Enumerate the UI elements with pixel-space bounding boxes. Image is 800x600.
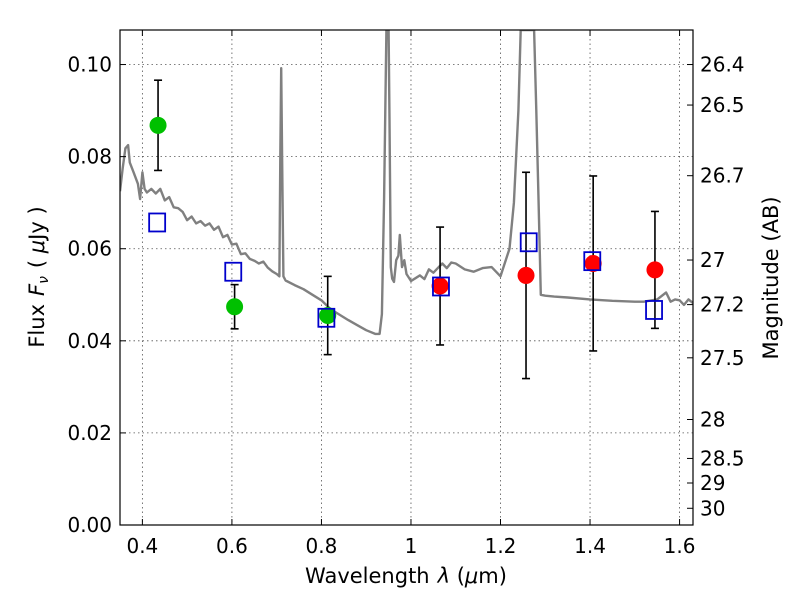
y2-tick-label: 26.4	[700, 53, 745, 77]
model-photometry-square	[645, 300, 663, 320]
observed-photometry-point	[226, 298, 244, 316]
model-photometry-square	[148, 212, 167, 233]
x-axis-unit-open: (	[450, 564, 465, 588]
y2-tick-label: 26.5	[700, 93, 745, 117]
observed-photometry-point	[319, 306, 337, 324]
x-axis-unit-close: m)	[478, 564, 507, 588]
tick-layer: 0.4 0.6 0.8 1 1.2 1.4 1.6 0.00 0.02 0.04 0.06 0.08 0…	[67, 30, 745, 558]
x-tick-label: 1.2	[485, 534, 517, 558]
y-tick-label: 0.10	[67, 53, 112, 77]
y-axis-symbol: F	[25, 283, 49, 296]
model-photometry-square	[519, 232, 538, 253]
y2-tick-label: 28	[700, 408, 725, 432]
y-tick-label: 0.06	[67, 237, 112, 261]
x-tick-label: 0.8	[306, 534, 338, 558]
x-tick-label: 1.6	[664, 534, 696, 558]
plot-frame	[119, 29, 694, 526]
x-axis-symbol: λ	[437, 564, 450, 588]
y2-tick-label: 26.7	[700, 164, 745, 188]
y2-tick-label: 29	[700, 471, 725, 495]
y-tick-label: 0.08	[67, 145, 112, 169]
y2-tick-label: 27.5	[700, 346, 745, 370]
y-axis-unit-open: (	[25, 253, 49, 268]
y-axis-unit-mu: μ	[25, 240, 49, 254]
model-photometry-square	[583, 251, 602, 272]
y-tick-label: 0.00	[67, 513, 112, 537]
observed-photometry-point	[517, 266, 535, 284]
x-tick-label: 0.6	[216, 534, 248, 558]
y-axis-title: Flux Fν ( μJy )	[25, 206, 52, 347]
marker-layer	[148, 116, 664, 328]
x-axis-label: Wavelength	[305, 564, 430, 588]
observed-photometry-point	[584, 254, 602, 272]
y-tick-label: 0.02	[67, 421, 112, 445]
y-axis-unit-close: Jy )	[25, 206, 49, 242]
y-axis-symbol-sub: ν	[36, 276, 52, 284]
observed-photometry-point	[431, 277, 449, 295]
model-photometry-square	[224, 261, 243, 282]
y2-tick-label: 27.2	[700, 293, 745, 317]
x-tick-label: 0.4	[126, 534, 158, 558]
model-spectrum-layer	[120, 30, 693, 336]
observed-photometry-point	[646, 261, 664, 279]
x-axis-title: Wavelength λ (μm)	[305, 564, 507, 588]
grid-layer	[120, 30, 693, 526]
y2-tick-label: 28.5	[700, 446, 745, 470]
y-tick-label: 0.04	[67, 329, 112, 353]
y2-tick-label: 30	[700, 496, 725, 520]
model-photometry-square	[317, 307, 336, 328]
y2-axis-title: Magnitude (AB)	[759, 196, 783, 359]
x-tick-label: 1	[405, 534, 418, 558]
model-spectrum-line	[120, 30, 693, 336]
x-tick-label: 1.4	[574, 534, 606, 558]
y-axis-label: Flux	[25, 304, 49, 348]
y2-tick-label: 27	[700, 248, 725, 272]
model-photometry-square	[432, 276, 450, 297]
x-axis-unit-mu: μ	[464, 564, 478, 588]
observed-photometry-point	[149, 116, 167, 134]
